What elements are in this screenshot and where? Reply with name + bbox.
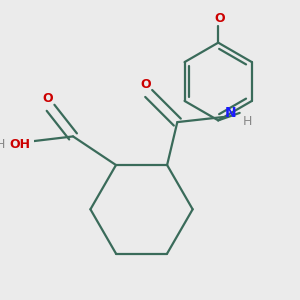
Text: O: O	[214, 12, 224, 25]
Text: OH: OH	[9, 138, 30, 151]
Text: H: H	[0, 138, 5, 151]
Text: O: O	[140, 78, 151, 91]
Text: H: H	[243, 115, 253, 128]
Text: N: N	[225, 106, 236, 120]
Text: O: O	[42, 92, 53, 105]
